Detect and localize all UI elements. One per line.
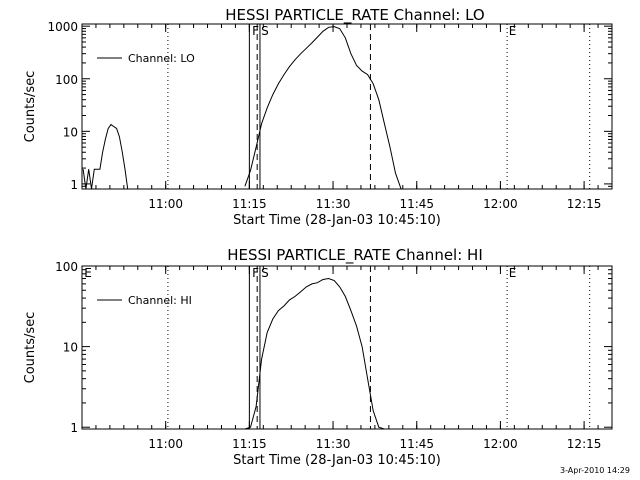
x-tick-label: 11:45 xyxy=(399,197,434,211)
flag-label: F xyxy=(252,24,259,38)
x-tick-label: 12:15 xyxy=(567,437,602,451)
series-line xyxy=(244,26,429,189)
plot-frame xyxy=(81,265,613,430)
y-tick-label: 100 xyxy=(55,260,78,274)
series-line xyxy=(82,123,429,189)
y-tick-label: 1000 xyxy=(47,20,78,34)
x-tick-label: 11:30 xyxy=(316,197,351,211)
y-tick-label: 1 xyxy=(70,421,78,435)
flag-label: E xyxy=(509,24,517,38)
x-tick-label: 11:00 xyxy=(148,437,183,451)
x-tick-label: 11:45 xyxy=(399,437,434,451)
x-tick-label: 12:00 xyxy=(483,197,518,211)
y-tick-label: 10 xyxy=(63,125,78,139)
legend-label: Channel: HI xyxy=(128,294,192,307)
chart-title: HESSI PARTICLE_RATE Channel: HI xyxy=(227,246,483,265)
chart-title: HESSI PARTICLE_RATE Channel: LO xyxy=(225,6,484,25)
timestamp-stamp: 3-Apr-2010 14:29 xyxy=(560,466,630,475)
legend-label: Channel: LO xyxy=(128,52,195,65)
panel-lo: HESSI PARTICLE_RATE Channel: LO 1 10 100 100… xyxy=(23,6,613,228)
series-line xyxy=(244,277,429,429)
x-axis-label: Start Time (28-Jan-03 10:45:10) xyxy=(233,453,441,468)
plot-frame xyxy=(81,23,613,190)
y-tick-label: 10 xyxy=(63,341,78,355)
x-axis-label: Start Time (28-Jan-03 10:45:10) xyxy=(233,213,441,228)
x-tick-label: 11:00 xyxy=(148,197,183,211)
y-axis-label: Counts/sec xyxy=(23,312,38,384)
panel-hi: HESSI PARTICLE_RATE Channel: HI 1 10 100 11:… xyxy=(23,246,613,468)
x-tick-label: 12:15 xyxy=(567,197,602,211)
x-tick-label: 11:30 xyxy=(316,437,351,451)
flag-label: E xyxy=(509,266,517,280)
flag-label: F xyxy=(252,266,259,280)
y-tick-label: 100 xyxy=(55,73,78,87)
x-tick-label: 12:00 xyxy=(483,437,518,451)
flag-label: S xyxy=(261,266,269,280)
x-tick-label: 11:15 xyxy=(232,197,267,211)
y-tick-label: 1 xyxy=(70,178,78,192)
y-axis-label: Counts/sec xyxy=(23,71,38,143)
x-tick-label: 11:15 xyxy=(232,437,267,451)
flag-label: E xyxy=(84,266,92,280)
flag-label: S xyxy=(261,24,269,38)
